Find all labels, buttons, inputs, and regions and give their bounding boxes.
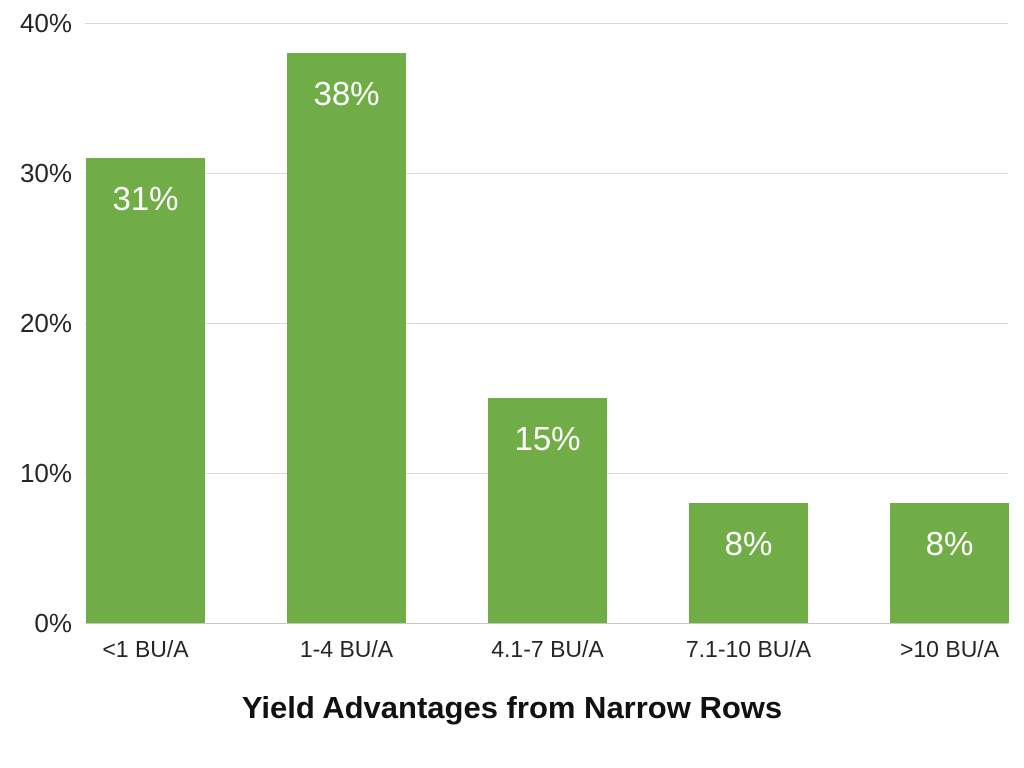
y-axis-tick-label: 20% xyxy=(19,308,72,338)
y-axis-tick-label: 40% xyxy=(19,8,72,38)
y-axis-tick-label: 30% xyxy=(19,158,72,188)
bar-4-1-7-bu-a: 15% xyxy=(488,398,607,623)
bar-data-label: 15% xyxy=(514,420,581,457)
bar--1-bu-a: 31% xyxy=(86,158,205,623)
bar-1-4-bu-a: 38% xyxy=(287,53,406,623)
bar--10-bu-a: 8% xyxy=(890,503,1009,623)
x-axis-tick-label: 7.1-10 BU/A xyxy=(685,636,812,662)
x-axis-baseline xyxy=(85,623,1008,624)
gridline-30 xyxy=(85,173,1008,174)
bar-data-label: 38% xyxy=(313,75,380,112)
x-axis-tick-label: 4.1-7 BU/A xyxy=(491,636,604,662)
bar-data-label: 8% xyxy=(724,525,773,562)
gridline-20 xyxy=(85,323,1008,324)
x-axis-tick-label: 1-4 BU/A xyxy=(299,636,394,662)
bar-data-label: 8% xyxy=(925,525,974,562)
x-axis-tick-label: >10 BU/A xyxy=(899,636,1000,662)
bar-data-label: 31% xyxy=(112,180,179,217)
bar-7-1-10-bu-a: 8% xyxy=(689,503,808,623)
x-axis-tick-label: <1 BU/A xyxy=(102,636,189,662)
y-axis-tick-label: 0% xyxy=(34,608,72,638)
gridline-40 xyxy=(85,23,1008,24)
y-axis-tick-label: 10% xyxy=(19,458,72,488)
chart-title: Yield Advantages from Narrow Rows xyxy=(241,690,783,725)
